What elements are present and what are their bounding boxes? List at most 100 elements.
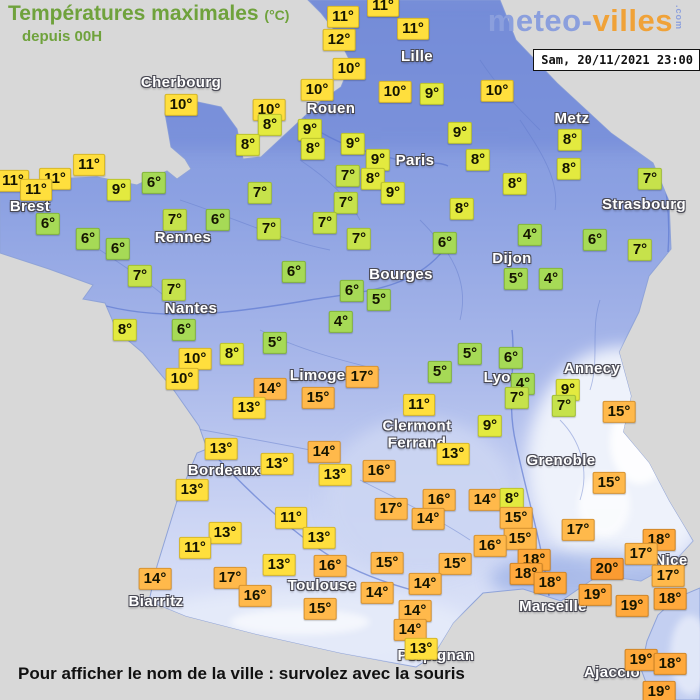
temp-label[interactable]: 13° — [436, 442, 470, 466]
temp-label[interactable]: 18° — [653, 652, 687, 676]
temp-label[interactable]: 10° — [332, 57, 366, 81]
temp-label[interactable]: 8° — [556, 157, 582, 181]
temp-label[interactable]: 9° — [419, 82, 445, 106]
temp-label[interactable]: 6° — [171, 318, 197, 342]
temp-label[interactable]: 4° — [517, 223, 543, 247]
temp-label[interactable]: 19° — [578, 583, 612, 607]
temp-label[interactable]: 18° — [642, 528, 676, 552]
temp-label[interactable]: 14° — [138, 567, 172, 591]
temp-label[interactable]: 17° — [624, 542, 658, 566]
temp-label[interactable]: 13° — [302, 526, 336, 550]
temp-label[interactable]: 13° — [204, 437, 238, 461]
temp-label[interactable]: 8° — [557, 128, 583, 152]
temp-label[interactable]: 14° — [408, 572, 442, 596]
temp-label[interactable]: 5° — [503, 267, 529, 291]
temp-label[interactable]: 18° — [653, 587, 687, 611]
temp-label[interactable]: 4° — [328, 310, 354, 334]
temp-label[interactable]: 15° — [301, 386, 335, 410]
temp-label[interactable]: 10° — [178, 347, 212, 371]
temp-label[interactable]: 9° — [106, 178, 132, 202]
temp-label[interactable]: 11° — [327, 5, 359, 29]
temp-label[interactable]: 15° — [499, 506, 533, 530]
temp-label[interactable]: 7° — [637, 167, 663, 191]
temp-label[interactable]: 11° — [397, 17, 429, 41]
temp-label[interactable]: 5° — [427, 360, 453, 384]
temp-label[interactable]: 4° — [538, 267, 564, 291]
temp-label[interactable]: 8° — [360, 167, 386, 191]
temp-label[interactable]: 12° — [322, 28, 356, 52]
temp-label[interactable]: 17° — [651, 564, 685, 588]
temp-label[interactable]: 6° — [498, 346, 524, 370]
temp-label[interactable]: 7° — [627, 238, 653, 262]
temp-label[interactable]: 11° — [20, 178, 52, 202]
temp-label[interactable]: 6° — [339, 279, 365, 303]
temp-label[interactable]: 6° — [582, 228, 608, 252]
temp-label[interactable]: 11° — [275, 506, 307, 530]
temp-label[interactable]: 13° — [404, 637, 438, 661]
temp-label[interactable]: 8° — [499, 487, 525, 511]
temp-label[interactable]: 5° — [262, 331, 288, 355]
temp-label[interactable]: 6° — [432, 231, 458, 255]
temp-label[interactable]: 7° — [504, 386, 530, 410]
temp-label[interactable]: 20° — [590, 557, 624, 581]
temp-label[interactable]: 15° — [438, 552, 472, 576]
temp-label[interactable]: 7° — [127, 264, 153, 288]
temp-label[interactable]: 8° — [257, 113, 283, 137]
temp-label[interactable]: 13° — [208, 521, 242, 545]
temp-label[interactable]: 6° — [75, 227, 101, 251]
temp-label[interactable]: 19° — [642, 680, 676, 700]
temp-label[interactable]: 6° — [281, 260, 307, 284]
temp-label[interactable]: 14° — [360, 581, 394, 605]
temp-label[interactable]: 7° — [551, 394, 577, 418]
temp-label[interactable]: 7° — [247, 181, 273, 205]
temp-label[interactable]: 13° — [262, 553, 296, 577]
temp-label[interactable]: 9° — [340, 132, 366, 156]
temp-label[interactable]: 7° — [161, 278, 187, 302]
temp-label[interactable]: 14° — [393, 618, 427, 642]
temp-label[interactable]: 8° — [300, 137, 326, 161]
temp-label[interactable]: 7° — [335, 164, 361, 188]
temp-label[interactable]: 17° — [345, 365, 379, 389]
temp-label[interactable]: 13° — [232, 396, 266, 420]
temp-label[interactable]: 13° — [260, 452, 294, 476]
temp-label[interactable]: 15° — [592, 471, 626, 495]
temp-label[interactable]: 10° — [480, 79, 514, 103]
temp-label[interactable]: 7° — [346, 227, 372, 251]
temp-label[interactable]: 14° — [253, 377, 287, 401]
temp-label[interactable]: 6° — [105, 237, 131, 261]
temp-label[interactable]: 10° — [164, 93, 198, 117]
temp-label[interactable]: 5° — [457, 342, 483, 366]
meteo-villes-logo[interactable]: meteo-villes.com — [488, 3, 684, 39]
temp-label[interactable]: 7° — [333, 191, 359, 215]
temp-label[interactable]: 11° — [403, 393, 435, 417]
temp-label[interactable]: 18° — [533, 571, 567, 595]
temp-label[interactable]: 15° — [370, 551, 404, 575]
temp-label[interactable]: 6° — [205, 208, 231, 232]
temp-label[interactable]: 7° — [312, 211, 338, 235]
temp-label[interactable]: 10° — [378, 80, 412, 104]
temp-label[interactable]: 6° — [35, 212, 61, 236]
temp-label[interactable]: 17° — [561, 518, 595, 542]
temp-label[interactable]: 8° — [235, 133, 261, 157]
temp-label[interactable]: 14° — [307, 440, 341, 464]
temp-label[interactable]: 11° — [73, 153, 105, 177]
temp-label[interactable]: 15° — [303, 597, 337, 621]
temp-label[interactable]: 8° — [465, 148, 491, 172]
temp-label[interactable]: 15° — [503, 527, 537, 551]
temp-label[interactable]: 15° — [602, 400, 636, 424]
temp-label[interactable]: 16° — [362, 459, 396, 483]
temp-label[interactable]: 13° — [175, 478, 209, 502]
temp-label[interactable]: 14° — [468, 488, 502, 512]
temp-label[interactable]: 8° — [502, 172, 528, 196]
temp-label[interactable]: 9° — [380, 181, 406, 205]
temp-label[interactable]: 16° — [473, 534, 507, 558]
temp-label[interactable]: 10° — [165, 367, 199, 391]
temp-label[interactable]: 13° — [318, 463, 352, 487]
temp-label[interactable]: 8° — [219, 342, 245, 366]
temp-label[interactable]: 9° — [447, 121, 473, 145]
temp-label[interactable]: 16° — [238, 584, 272, 608]
temp-label[interactable]: 10° — [300, 78, 334, 102]
temp-label[interactable]: 7° — [256, 217, 282, 241]
temp-label[interactable]: 11° — [179, 536, 211, 560]
temp-label[interactable]: 8° — [449, 197, 475, 221]
